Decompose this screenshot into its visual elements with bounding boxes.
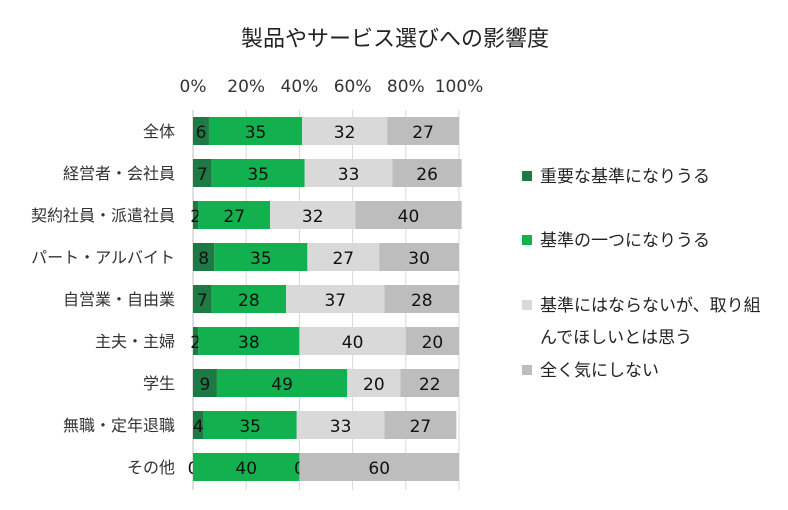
category-label: 経営者・会社員 <box>63 164 175 183</box>
bar-segment <box>347 369 401 397</box>
data-label: 38 <box>238 333 260 353</box>
legend-swatch <box>522 235 532 245</box>
bar-segment <box>208 117 303 145</box>
bar-segment <box>211 285 287 313</box>
bar-segment <box>193 411 204 439</box>
data-label: 2 <box>190 333 201 353</box>
legend-swatch <box>522 300 532 310</box>
data-label: 2 <box>190 207 201 227</box>
legend-label: 基準にはならないが、取り組んでほしいとは思う <box>540 296 761 348</box>
data-label: 49 <box>271 375 293 395</box>
data-label: 27 <box>410 417 432 437</box>
legend: 重要な基準になりうる基準の一つになりうる基準にはならないが、取り組んでほしいとは… <box>522 167 761 381</box>
bar-segment <box>193 243 215 271</box>
bar-segment <box>193 201 199 229</box>
bar-segment <box>387 117 459 145</box>
data-label: 30 <box>408 249 430 269</box>
bar-segment <box>203 411 297 439</box>
bar-segment <box>193 117 209 145</box>
data-label: 7 <box>197 165 208 185</box>
data-label: 60 <box>368 459 390 479</box>
data-label: 40 <box>235 459 257 479</box>
data-label: 27 <box>412 123 434 143</box>
category-label: 学生 <box>143 374 175 393</box>
data-label: 35 <box>239 417 261 437</box>
data-label: 28 <box>411 291 433 311</box>
bar-segment <box>384 411 457 439</box>
x-tick-label: 20% <box>227 77 265 97</box>
bar-segment <box>193 159 212 187</box>
legend-swatch <box>522 171 532 181</box>
data-label: 40 <box>398 207 420 227</box>
bar-segment <box>384 285 459 313</box>
data-label: 20 <box>363 375 385 395</box>
bar-segment <box>304 159 393 187</box>
data-label: 33 <box>338 165 360 185</box>
bars: 6 35 32 27 7 35 33 26 2 27 32 40 8 35 27 30 7 28 37 28 2 38 40… <box>188 117 462 481</box>
data-label: 22 <box>419 375 441 395</box>
bar-segment <box>400 369 459 397</box>
legend-label: 重要な基準になりうる <box>540 167 710 187</box>
bar-segment <box>299 327 406 355</box>
category-label: 契約社員・派遣社員 <box>31 206 175 225</box>
bar-segment <box>198 327 300 355</box>
data-label: 9 <box>200 375 211 395</box>
bar-segment <box>211 159 305 187</box>
bar-segment <box>379 243 459 271</box>
data-label: 40 <box>342 333 364 353</box>
legend-label: 基準の一つになりうる <box>540 231 710 251</box>
bar-segment <box>299 453 459 481</box>
data-label: 37 <box>324 291 346 311</box>
data-label: 32 <box>302 207 324 227</box>
bar-segment <box>286 285 385 313</box>
x-tick-label: 80% <box>387 77 425 97</box>
data-label: 27 <box>332 249 354 269</box>
data-label: 33 <box>330 417 352 437</box>
data-label: 8 <box>198 249 209 269</box>
legend-swatch <box>522 365 532 375</box>
bar-segment <box>355 201 462 229</box>
bar-segment <box>392 159 462 187</box>
x-tick-label: 100% <box>435 77 484 97</box>
bar-segment <box>270 201 356 229</box>
bar-segment <box>307 243 380 271</box>
bar-segment <box>198 201 271 229</box>
category-label: 主夫・主婦 <box>95 332 175 351</box>
category-label: パート・アルバイト <box>31 248 175 267</box>
x-tick-label: 40% <box>281 77 319 97</box>
data-label: 35 <box>245 123 267 143</box>
bar-segment <box>405 327 459 355</box>
bar-segment <box>193 453 300 481</box>
category-label: 全体 <box>143 122 175 141</box>
x-tick-label: 60% <box>334 77 372 97</box>
x-axis-ticks: 0% 20% 40% 60% 80% 100% <box>180 77 484 97</box>
data-label: 7 <box>197 291 208 311</box>
category-label: その他 <box>127 458 175 477</box>
data-label: 35 <box>250 249 272 269</box>
bar-segment <box>193 285 212 313</box>
data-label: 20 <box>422 333 444 353</box>
data-label: 28 <box>238 291 260 311</box>
data-label: 27 <box>223 207 245 227</box>
bar-segment <box>214 243 308 271</box>
bar-segment <box>302 117 388 145</box>
bar-segment <box>193 327 199 355</box>
data-label: 4 <box>193 417 204 437</box>
data-label: 35 <box>247 165 269 185</box>
bar-segment <box>193 369 217 397</box>
x-tick-label: 0% <box>180 77 207 97</box>
data-label: 6 <box>196 123 207 143</box>
chart-title: 製品やサービス選びへの影響度 <box>241 27 549 52</box>
category-labels: 全体経営者・会社員契約社員・派遣社員パート・アルバイト自営業・自由業主夫・主婦学… <box>31 122 175 477</box>
data-label: 26 <box>416 165 438 185</box>
category-label: 無職・定年退職 <box>63 416 175 435</box>
category-label: 自営業・自由業 <box>63 290 175 309</box>
legend-label: 全く気にしない <box>540 361 659 381</box>
bar-segment <box>296 411 385 439</box>
data-label: 32 <box>334 123 356 143</box>
bar-segment <box>216 369 348 397</box>
